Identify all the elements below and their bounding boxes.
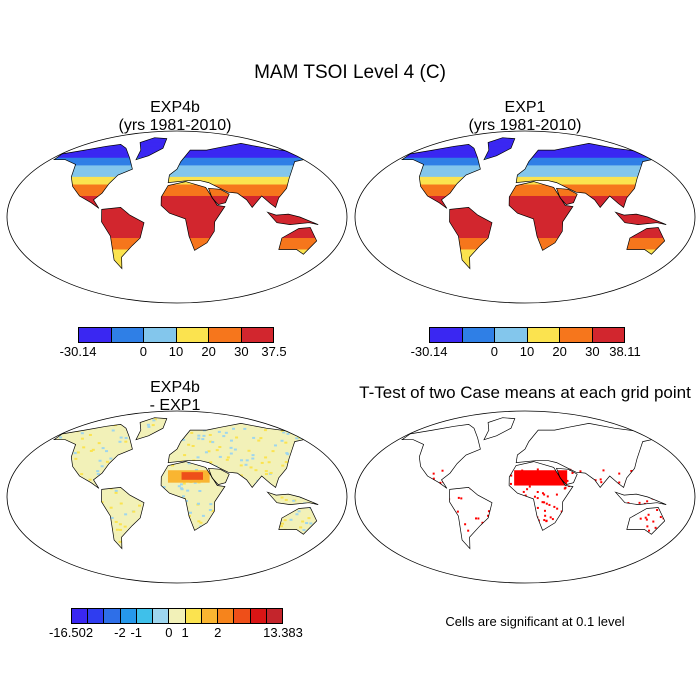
colorbar-tick-label: 37.5 <box>261 344 287 359</box>
colorbar-tick-label: 0 <box>490 344 498 359</box>
colorbar-tick-label: -30.14 <box>59 344 97 359</box>
coastline-arabia <box>207 467 230 485</box>
coastline-australia <box>626 227 666 255</box>
colorbar-swatch <box>176 328 209 342</box>
colorbar-swatch <box>104 609 121 623</box>
colorbar-exp4b <box>78 327 274 343</box>
colorbar-swatch <box>527 328 560 342</box>
coastline-indonesia <box>614 211 667 225</box>
panel-4-title: T-Test of two Case means at each grid po… <box>359 383 691 402</box>
colorbar-tick-label: 20 <box>201 344 216 359</box>
colorbar-swatch <box>88 609 105 623</box>
coastline-eurasia <box>167 143 305 208</box>
coastline-indonesia <box>266 211 319 225</box>
colorbar-tick-label: 30 <box>585 344 600 359</box>
coastline-australia <box>626 507 666 535</box>
panel-3-title: EXP4b - EXP1 <box>0 379 350 415</box>
colorbar-tick-label: -1 <box>130 625 142 640</box>
panel-3-title-line2: - EXP1 <box>149 397 201 414</box>
coastline-africa <box>160 181 226 251</box>
colorbar-tick-label: 30 <box>234 344 249 359</box>
panel-2-title: EXP1 (yrs 1981-2010) <box>350 99 700 135</box>
coastline-greenland <box>135 417 168 441</box>
coastline-arabia <box>207 187 230 205</box>
significance-note: Cells are significant at 0.1 level <box>445 614 625 629</box>
coastline-indonesia <box>614 491 667 505</box>
colorbar-tick-label: -2 <box>114 625 126 640</box>
coastline-greenland <box>135 137 168 161</box>
colorbar-swatch <box>136 609 154 623</box>
panel-1-title-line1: EXP4b <box>150 99 200 116</box>
colorbar-swatch <box>201 609 219 623</box>
colorbar-swatch <box>266 609 283 623</box>
world-map-exp1 <box>354 130 696 304</box>
colorbar-exp1 <box>429 327 625 343</box>
colorbar-tick-label: 10 <box>168 344 184 359</box>
coastline-africa <box>160 461 226 531</box>
colorbar-tick-label: -30.14 <box>410 344 448 359</box>
colorbar-tick-label: 1 <box>181 625 189 640</box>
colorbar-swatch <box>209 328 242 342</box>
coastline-australia <box>278 507 318 535</box>
map-border <box>354 410 696 584</box>
colorbar-swatch <box>120 609 137 623</box>
coastline-africa <box>508 461 574 531</box>
world-map-difference <box>6 410 348 584</box>
coastline-eurasia <box>167 423 305 488</box>
map-border <box>6 130 348 304</box>
colorbar-tick-label: 10 <box>519 344 535 359</box>
coastline-south-america <box>101 207 145 270</box>
world-map-exp4b <box>6 130 348 304</box>
colorbar-swatch <box>144 328 177 342</box>
coastline-south-america <box>101 487 145 550</box>
colorbar-swatch <box>462 328 495 342</box>
coastline-north-america <box>53 424 133 489</box>
coastline-arabia <box>555 467 578 485</box>
colorbar-tick-label: 13.383 <box>263 625 303 640</box>
colorbar-difference <box>71 608 283 624</box>
colorbar-swatch <box>111 328 144 342</box>
colorbar-swatch <box>592 328 624 342</box>
coastline-north-america <box>401 424 481 489</box>
colorbar-swatch <box>79 328 112 342</box>
panel-1-title: EXP4b (yrs 1981-2010) <box>0 99 350 135</box>
panel-1-title-line2: (yrs 1981-2010) <box>118 117 232 134</box>
map-border <box>6 410 348 584</box>
coastline-greenland <box>483 137 516 161</box>
colorbar-tick-label: 0 <box>165 625 173 640</box>
coastline-arabia <box>555 187 578 205</box>
colorbar-tick-label: 20 <box>552 344 567 359</box>
colorbar-swatch <box>72 609 89 623</box>
colorbar-swatch <box>185 609 202 623</box>
coastline-eurasia <box>515 143 653 208</box>
coastline-indonesia <box>266 491 319 505</box>
panel-3-title-line1: EXP4b <box>150 379 200 396</box>
colorbar-swatch <box>241 328 273 342</box>
colorbar-swatch <box>495 328 528 342</box>
coastline-north-america <box>401 144 481 209</box>
coastline-australia <box>278 227 318 255</box>
map-border <box>354 130 696 304</box>
coastline-south-america <box>449 207 493 270</box>
figure-title: MAM TSOI Level 4 (C) <box>254 62 446 83</box>
colorbar-swatch <box>169 609 186 623</box>
coastline-north-america <box>53 144 133 209</box>
colorbar-swatch <box>560 328 593 342</box>
colorbar-swatch <box>218 609 235 623</box>
coastline-africa <box>508 181 574 251</box>
panel-2-title-line2: (yrs 1981-2010) <box>468 117 582 134</box>
colorbar-swatch <box>153 609 170 623</box>
colorbar-tick-label: -16.502 <box>48 625 94 640</box>
coastline-south-america <box>449 487 493 550</box>
colorbar-swatch <box>250 609 267 623</box>
colorbar-tick-label: 0 <box>139 344 147 359</box>
world-map-ttest <box>354 410 696 584</box>
colorbar-tick-label: 38.11 <box>609 344 641 359</box>
coastline-eurasia <box>515 423 653 488</box>
coastline-greenland <box>483 417 516 441</box>
panel-2-title-line1: EXP1 <box>504 99 546 116</box>
colorbar-swatch <box>430 328 463 342</box>
colorbar-swatch <box>234 609 251 623</box>
colorbar-tick-label: 2 <box>214 625 222 640</box>
